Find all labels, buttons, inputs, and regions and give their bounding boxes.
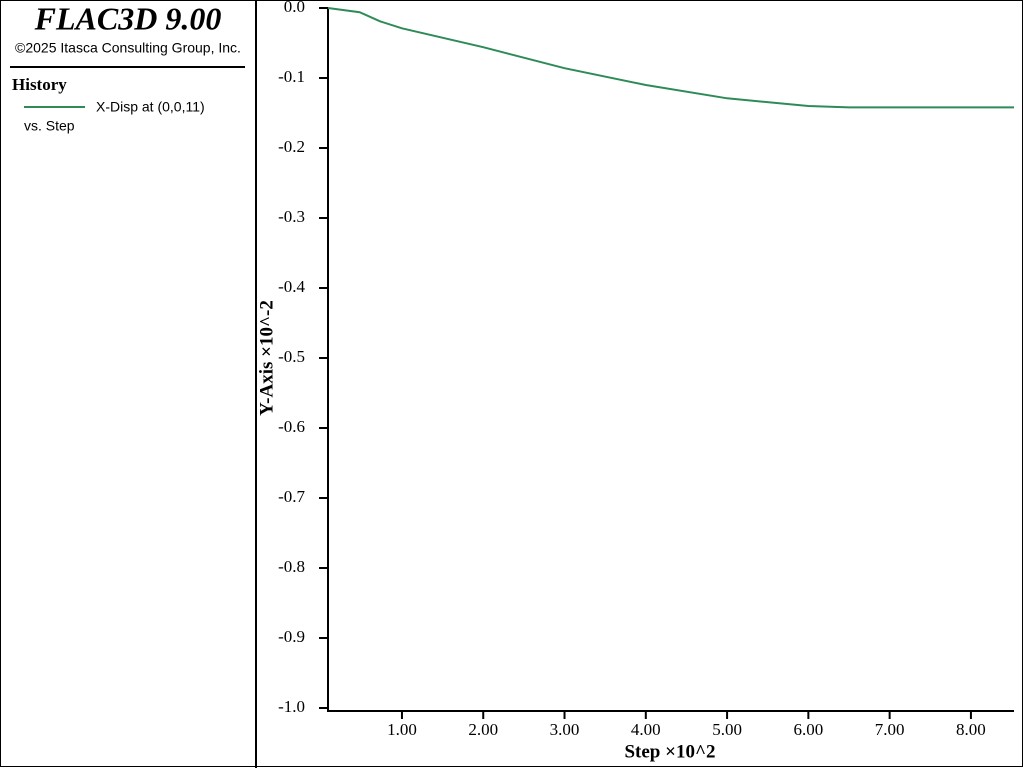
x-tick-label: 7.00 — [875, 720, 905, 739]
y-tick-label: 0.0 — [284, 0, 305, 16]
x-tick-label: 6.00 — [793, 720, 823, 739]
y-tick-label: -1.0 — [278, 697, 305, 716]
x-tick-label: 3.00 — [550, 720, 580, 739]
y-tick-label: -0.9 — [278, 627, 305, 646]
copyright: ©2025 Itasca Consulting Group, Inc. — [15, 40, 241, 56]
x-tick-label: 1.00 — [387, 720, 417, 739]
x-tick-label: 4.00 — [631, 720, 661, 739]
x-tick-label: 5.00 — [712, 720, 742, 739]
y-tick-label: -0.2 — [278, 137, 305, 156]
x-axis-title: Step ×10^2 — [624, 741, 715, 762]
y-axis-title: Y-Axis ×10^-2 — [256, 300, 277, 416]
legend-heading: History — [12, 75, 67, 94]
legend-entry: X-Disp at (0,0,11) — [96, 99, 205, 115]
series-line — [327, 7, 1014, 109]
y-tick-label: -0.7 — [278, 487, 305, 506]
y-tick-label: -0.5 — [278, 347, 305, 366]
y-tick-label: -0.4 — [278, 277, 305, 296]
x-tick-label: 2.00 — [468, 720, 498, 739]
legend-vs: vs. Step — [24, 118, 75, 134]
app-title: FLAC3D 9.00 — [34, 0, 222, 36]
y-tick-label: -0.6 — [278, 417, 305, 436]
y-tick-label: -0.8 — [278, 557, 305, 576]
y-tick-label: -0.1 — [278, 67, 305, 86]
y-tick-label: -0.3 — [278, 207, 305, 226]
x-tick-label: 8.00 — [956, 720, 986, 739]
